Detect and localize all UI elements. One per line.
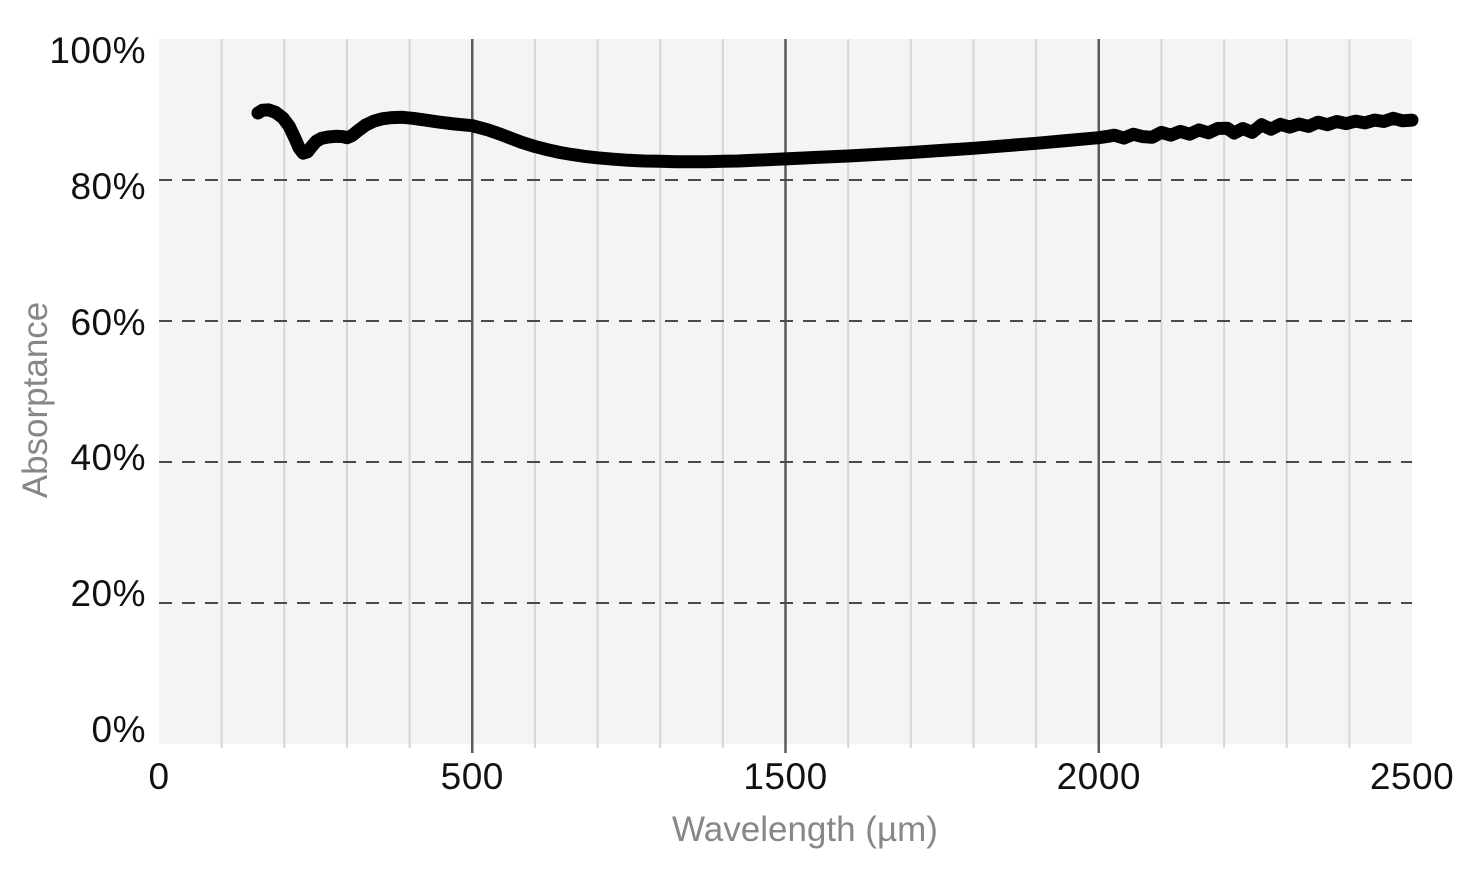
x-tick-label-1500: 1500	[743, 756, 828, 797]
x-tick-label-0: 0	[148, 756, 170, 797]
y-tick-label-40%: 40%	[70, 437, 146, 479]
plot-area	[159, 39, 1419, 753]
y-tick-label-0%: 0%	[91, 709, 146, 750]
y-tick-label-100%: 100%	[49, 30, 146, 71]
x-tick-label-500: 500	[440, 756, 504, 797]
y-tick-label-60%: 60%	[70, 301, 146, 343]
x-tick-label-2500: 2500	[1369, 756, 1455, 797]
plot-svg	[159, 39, 1419, 753]
vertical-gridlines	[220, 39, 1351, 753]
absorptance-curve	[251, 103, 1419, 169]
y-tick-label-20%: 20%	[70, 573, 146, 615]
x-tick-label-2000: 2000	[1056, 756, 1141, 797]
x-axis-title: Wavelength (µm)	[672, 810, 938, 849]
y-tick-label-80%: 80%	[70, 165, 146, 207]
dashed-gridlines	[159, 179, 1412, 604]
